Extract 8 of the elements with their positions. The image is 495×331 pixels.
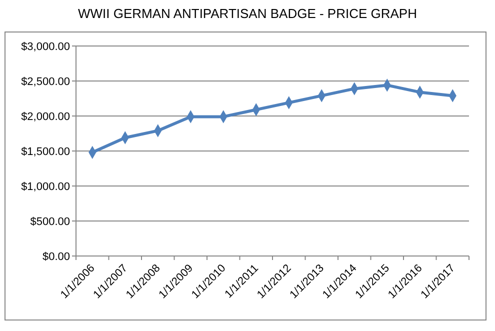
y-tick-label: $3,000.00 (21, 40, 70, 53)
chart-title: WWII GERMAN ANTIPARTISAN BADGE - PRICE GRAPH (78, 6, 418, 21)
y-tick-label: $2,500.00 (21, 76, 70, 88)
y-tick-label: $2,000.00 (21, 110, 70, 123)
y-tick-label: $1,000.00 (21, 180, 70, 193)
y-tick-label: $500.00 (30, 216, 70, 228)
y-tick-label: $1,500.00 (21, 146, 70, 158)
y-tick-label: $0.00 (42, 250, 70, 263)
